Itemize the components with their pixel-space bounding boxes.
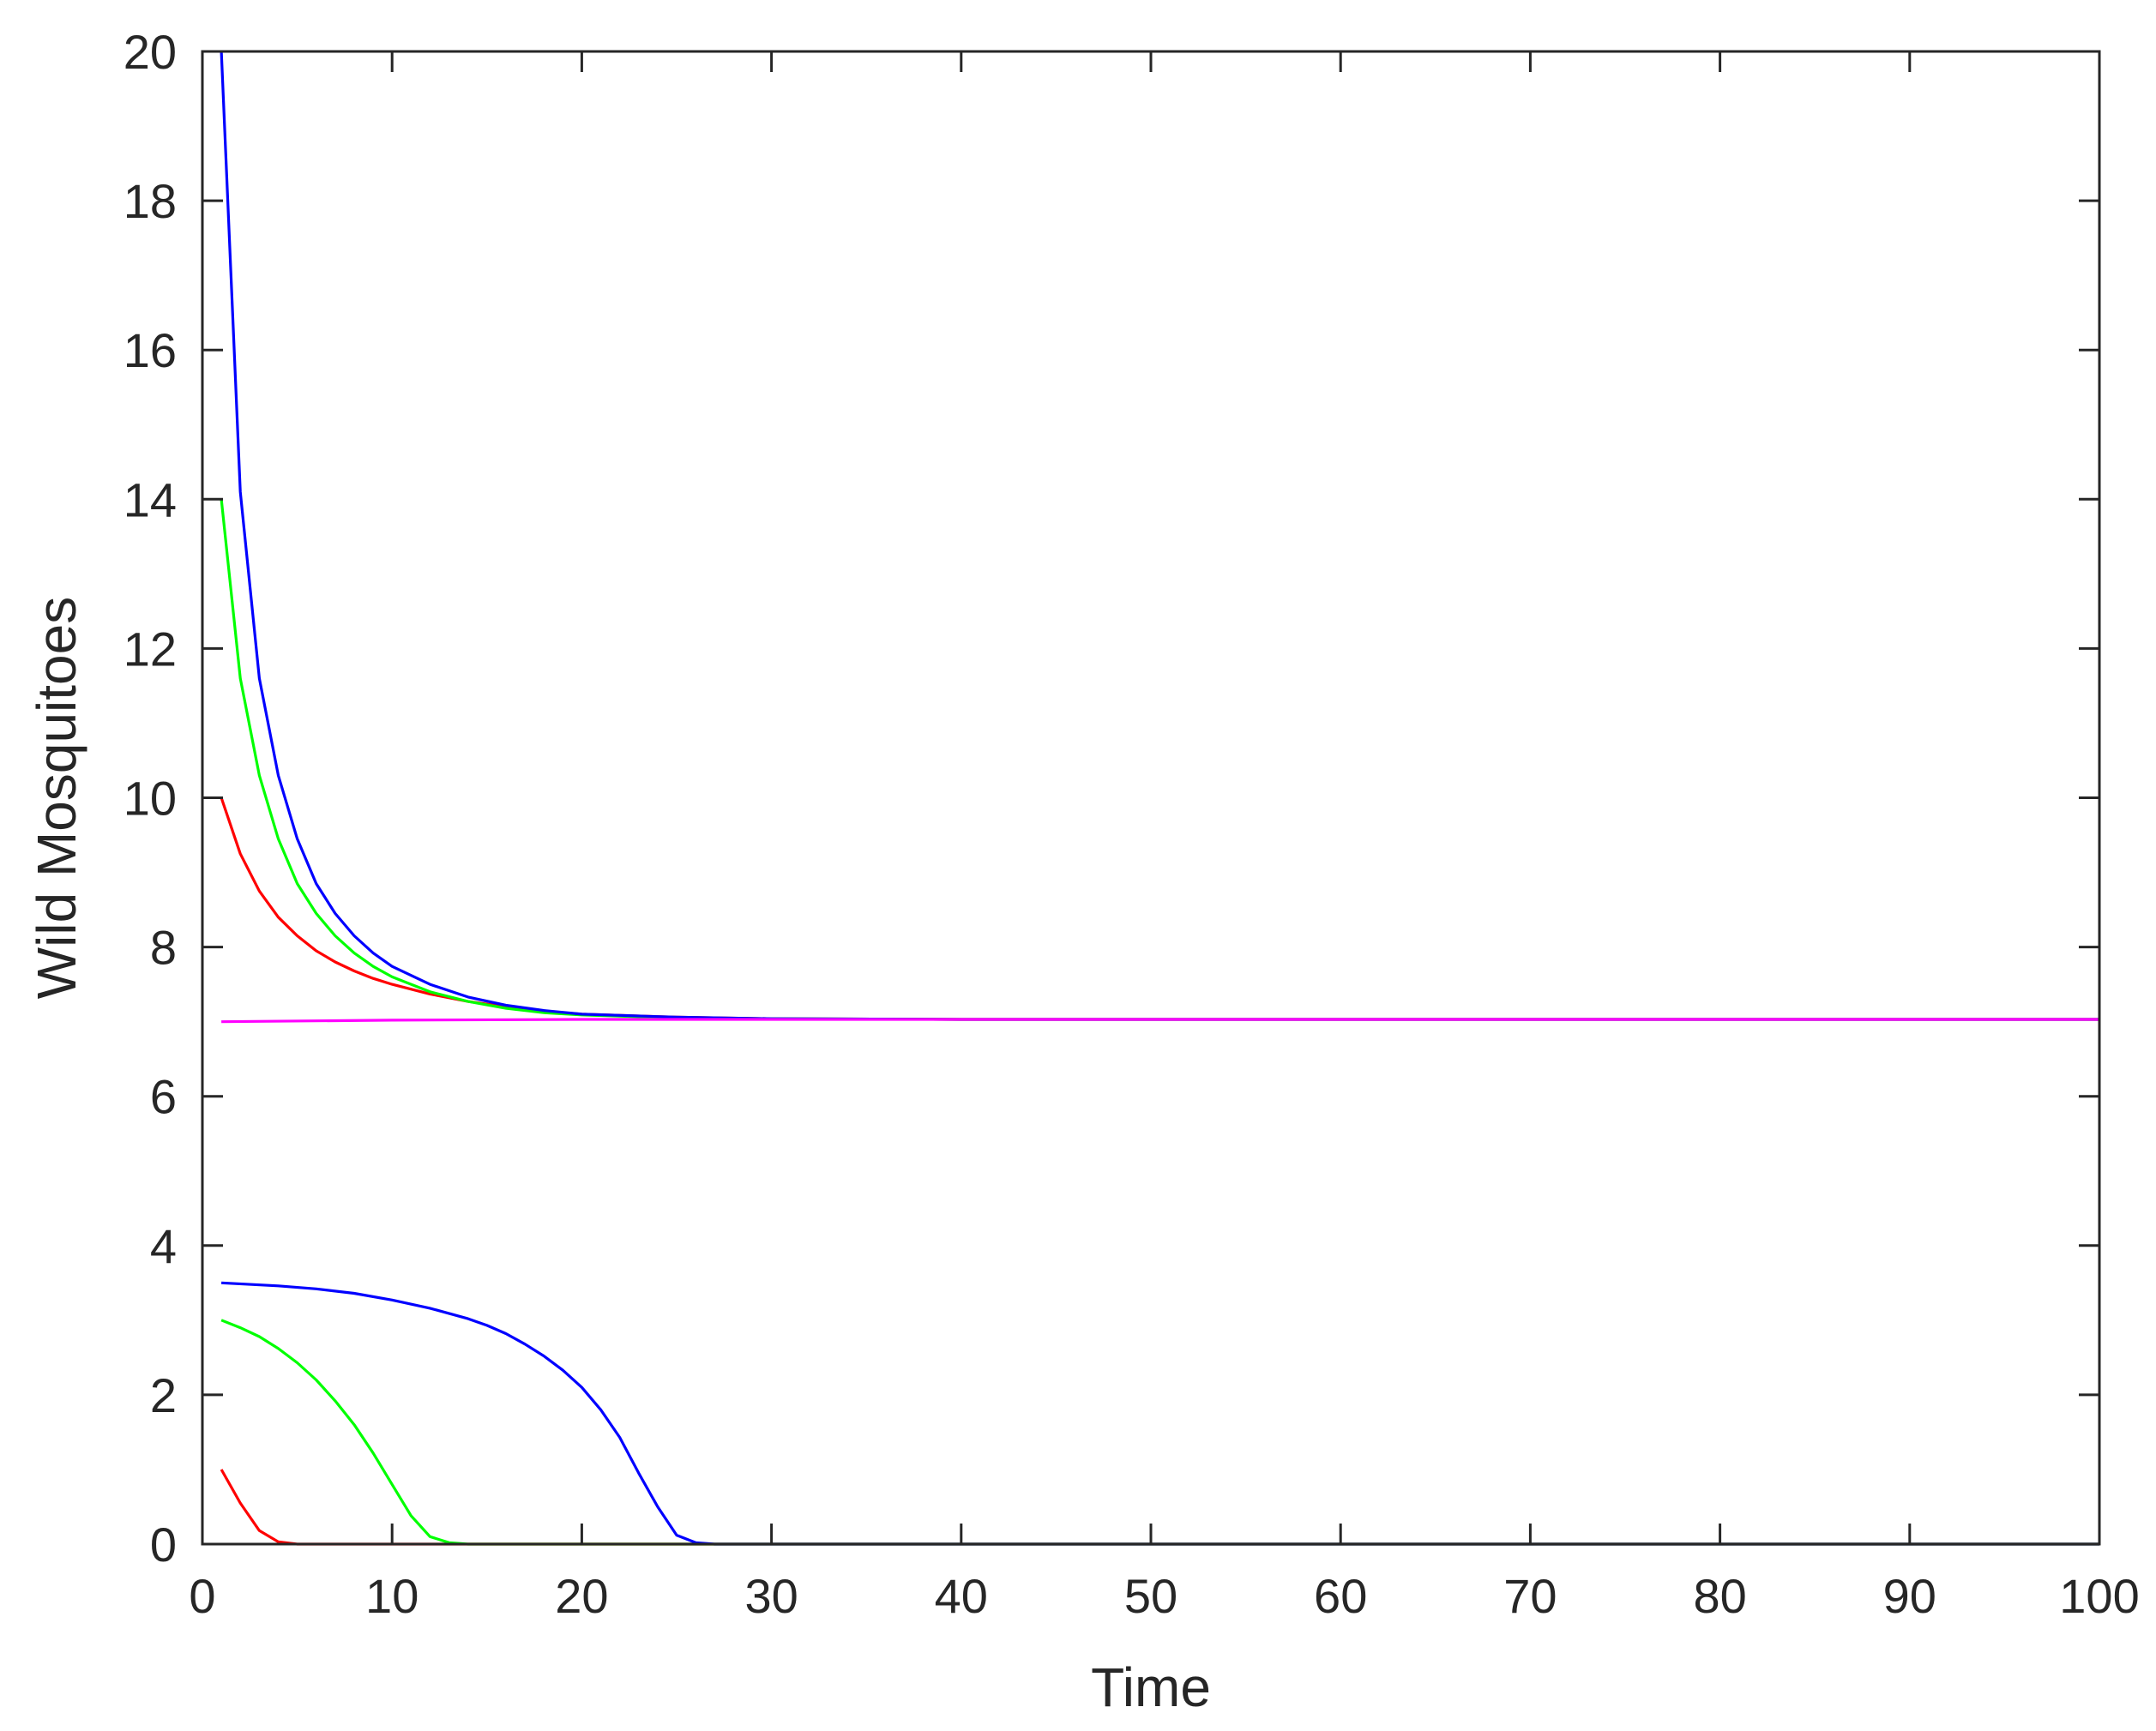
x-tick-label: 50	[1124, 1569, 1177, 1623]
tick-layer: 0 10 20 30 40 50 60 70 80 90 100 0 2 4 6 8 10 12 14 16 18 20	[123, 25, 2140, 1623]
y-tick-label: 18	[123, 174, 177, 228]
x-tick-label: 10	[365, 1569, 419, 1623]
series-line-4	[221, 1018, 2099, 1024]
y-axis-title: Wild Mosquitoes	[26, 597, 87, 1000]
series-line-6	[220, 1319, 2099, 1546]
y-tick-label: 8	[150, 921, 177, 975]
series-line-7	[221, 1281, 2099, 1546]
x-tick-label: 80	[1693, 1569, 1746, 1623]
x-tick-label: 90	[1883, 1569, 1936, 1623]
y-tick-label: 6	[150, 1070, 177, 1124]
series-line-5	[220, 1469, 2099, 1546]
x-tick-label: 40	[935, 1569, 988, 1623]
y-tick-label: 4	[150, 1219, 177, 1273]
x-tick-label: 60	[1314, 1569, 1367, 1623]
x-tick-label: 70	[1503, 1569, 1557, 1623]
y-tick-label: 10	[123, 772, 177, 826]
series-line-1	[220, 796, 2099, 1021]
series-line-3	[220, 51, 2099, 1021]
y-tick-label: 2	[150, 1368, 177, 1422]
x-tick-label: 20	[555, 1569, 608, 1623]
x-tick-label: 100	[2059, 1569, 2139, 1623]
y-tick-label: 16	[123, 323, 177, 377]
y-tick-label: 12	[123, 622, 177, 676]
y-tick-label: 0	[150, 1518, 177, 1572]
x-axis-title: Time	[1091, 1656, 1211, 1718]
plot-frame	[201, 50, 2101, 1546]
series-layer	[220, 51, 2099, 1546]
x-tick-label: 0	[189, 1569, 215, 1623]
x-tick-label: 30	[744, 1569, 798, 1623]
y-tick-label: 14	[123, 472, 177, 526]
series-line-2	[220, 499, 2099, 1021]
y-tick-label: 20	[123, 25, 177, 79]
